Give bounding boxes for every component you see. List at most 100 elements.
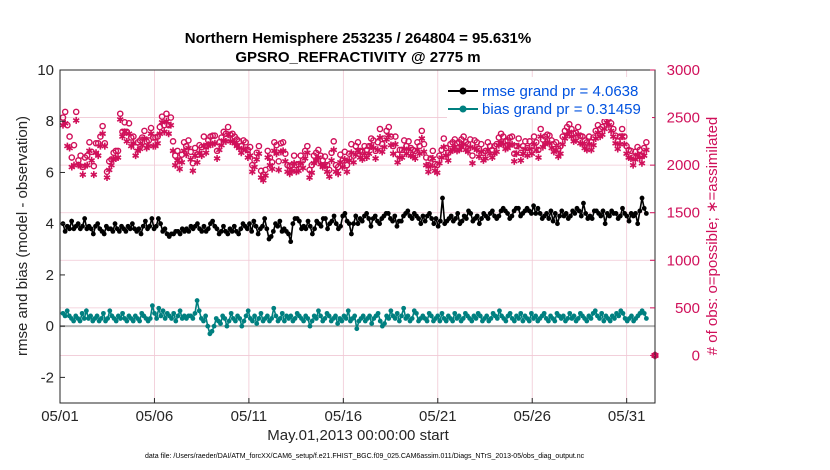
bias-point — [516, 316, 522, 321]
bias-point — [162, 316, 168, 321]
bias-point — [533, 313, 539, 319]
bias-point — [369, 321, 375, 326]
possible-marker — [92, 139, 100, 147]
assimilated-marker — [418, 135, 426, 143]
rmse-point — [390, 218, 396, 224]
assimilated-marker — [154, 139, 162, 147]
assimilated-marker — [306, 174, 313, 182]
possible-marker — [392, 133, 399, 140]
rmse-point — [533, 211, 539, 216]
possible-marker — [191, 144, 199, 152]
assimilated-marker — [574, 131, 582, 139]
bias-point — [98, 316, 104, 321]
rmse-point — [80, 223, 85, 229]
bias-point — [497, 308, 502, 314]
bias-point — [196, 308, 202, 314]
rmse-point — [474, 213, 480, 219]
bias-point — [62, 313, 68, 319]
assimilated-marker — [601, 125, 608, 133]
possible-marker — [72, 108, 80, 116]
rmse-point — [62, 228, 68, 234]
assimilated-marker — [424, 168, 432, 176]
bias-point — [120, 310, 125, 316]
rmse-point — [516, 205, 521, 211]
rmse-point — [529, 211, 534, 216]
assimilated-marker — [281, 157, 289, 165]
rmse-point — [548, 208, 554, 214]
assimilated-marker — [107, 161, 115, 169]
rmse-point — [296, 218, 302, 224]
bias-point — [256, 316, 262, 321]
possible-marker — [429, 147, 437, 155]
possible-marker — [376, 125, 384, 133]
possible-marker — [167, 114, 175, 121]
x-tick-label: 05/11 — [231, 408, 267, 425]
bias-point — [354, 326, 360, 332]
assimilated-marker — [79, 171, 87, 179]
assimilated-marker — [559, 140, 567, 148]
rmse-point — [138, 231, 144, 237]
assimilated-marker — [189, 167, 197, 175]
assimilated-marker — [552, 146, 560, 154]
assimilated-marker — [299, 164, 307, 172]
assimilated-marker — [125, 130, 133, 138]
bias-point — [203, 313, 209, 319]
bias-point — [401, 305, 407, 311]
x-tick-label: 05/16 — [325, 408, 363, 425]
rmse-point — [123, 228, 129, 234]
assimilated-marker — [187, 155, 195, 163]
bias-point — [494, 316, 500, 321]
rmse-point — [286, 231, 291, 237]
possible-marker — [337, 151, 344, 158]
bias-point — [277, 316, 283, 321]
assimilated-marker — [398, 154, 406, 162]
assimilated-marker — [429, 154, 437, 162]
bias-point — [309, 318, 315, 324]
rmse-point — [429, 216, 435, 221]
rmse-point — [355, 221, 361, 227]
bias-point — [616, 313, 622, 319]
rmse-point — [136, 226, 142, 232]
assimilated-marker — [638, 159, 646, 167]
assimilated-marker — [167, 121, 175, 129]
possible-marker — [574, 123, 582, 131]
rmse-point — [353, 213, 359, 219]
assimilated-marker — [499, 140, 507, 148]
assimilated-marker — [618, 133, 626, 141]
assimilated-marker — [389, 150, 397, 158]
assimilated-marker — [262, 172, 269, 180]
possible-marker — [330, 138, 338, 145]
rmse-point — [602, 221, 608, 227]
assimilated-marker — [433, 169, 441, 177]
bias-point — [88, 313, 94, 319]
assimilated-marker — [224, 131, 232, 139]
assimilated-marker — [640, 152, 648, 160]
rmse-point — [366, 216, 372, 221]
bias-point — [237, 316, 243, 321]
bias-point — [560, 313, 566, 319]
assimilated-marker — [116, 115, 124, 123]
assimilated-marker — [372, 154, 380, 162]
bias-point — [228, 310, 234, 316]
legend-entry: bias grand pr = 0.31459 — [482, 101, 641, 118]
rmse-point — [82, 216, 88, 221]
assimilated-marker — [343, 168, 351, 176]
rmse-point — [147, 223, 153, 229]
assimilated-marker — [477, 148, 485, 156]
bias-point — [345, 308, 351, 314]
rmse-point — [69, 218, 75, 224]
rmse-point — [489, 208, 495, 214]
assimilated-marker — [607, 127, 615, 135]
bias-point — [477, 313, 483, 319]
assimilated-marker — [255, 150, 263, 158]
possible-marker — [279, 139, 287, 146]
assimilated-marker — [323, 168, 331, 176]
bias-point — [233, 318, 238, 324]
assimilated-marker — [350, 158, 357, 166]
bias-point — [245, 308, 251, 314]
possible-marker — [209, 132, 216, 139]
bias-point — [224, 323, 230, 329]
y-tick-label: 10 — [37, 62, 54, 79]
possible-marker — [68, 154, 76, 161]
